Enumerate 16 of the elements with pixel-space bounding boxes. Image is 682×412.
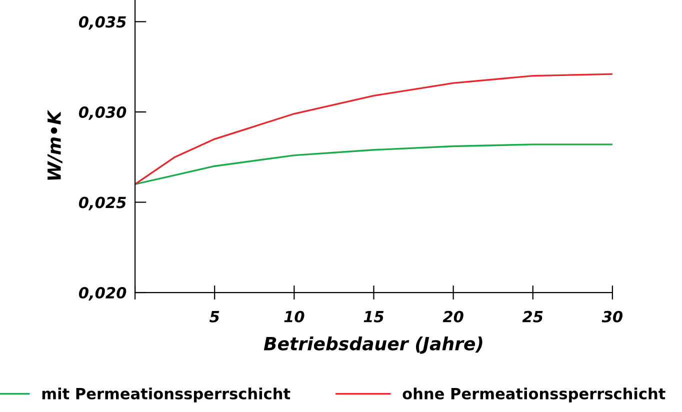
x-tick-label: 10 [284,310,304,322]
line-series [135,144,612,186]
x-tick-label: 20 [442,310,464,322]
x-axis-title: Betriebsdauer (Jahre) [264,336,482,354]
line-series [135,73,612,186]
legend-label: mit Permeationssperrschicht [42,388,290,402]
y-tick-label: 0,035 [78,16,126,30]
legend-label: ohne Permeationssperrschicht [402,388,666,402]
x-tick-label: 5 [209,311,220,322]
y-tick-label: 0,020 [78,286,126,300]
y-tick-label: 0,025 [78,196,126,210]
x-tick-label: 25 [522,310,543,322]
x-tick-label: 15 [364,311,384,322]
x-tick-label: 30 [602,310,623,322]
y-tick-label: 0,030 [78,106,126,120]
y-axis-title: W/m•K [48,110,62,180]
